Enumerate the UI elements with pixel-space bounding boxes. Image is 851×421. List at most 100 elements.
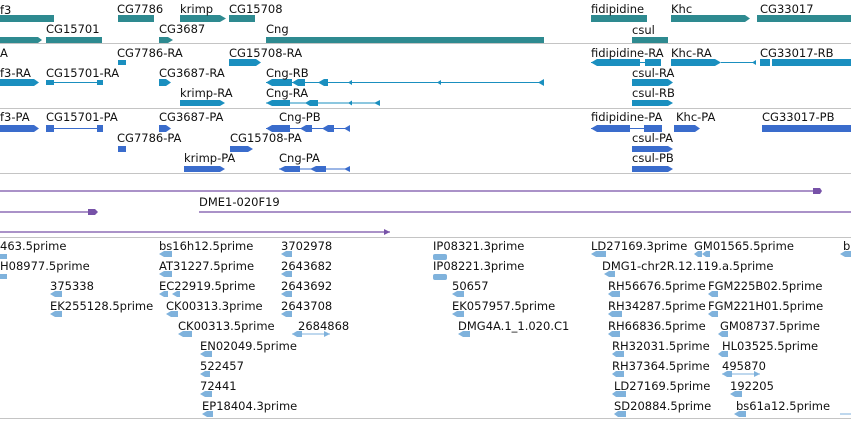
est-feature[interactable] bbox=[734, 411, 746, 417]
est-feature[interactable] bbox=[708, 291, 718, 297]
est-feature[interactable] bbox=[730, 391, 742, 397]
gene-label[interactable]: Khc bbox=[671, 2, 693, 16]
est-label[interactable]: H08977.5prime bbox=[0, 259, 90, 273]
est-feature[interactable] bbox=[718, 331, 728, 337]
mrna-feature[interactable] bbox=[305, 100, 318, 106]
mrna-feature[interactable] bbox=[348, 80, 352, 85]
protein-feature[interactable] bbox=[300, 125, 312, 132]
mrna-feature[interactable] bbox=[632, 79, 673, 86]
protein-label[interactable]: csul-PB bbox=[632, 151, 674, 165]
gene-feature[interactable] bbox=[159, 37, 173, 43]
mrna-feature[interactable] bbox=[591, 59, 640, 66]
est-label[interactable]: IP08321.3prime bbox=[433, 239, 525, 253]
protein-label[interactable]: Cng-PB bbox=[279, 110, 321, 124]
gene-label[interactable]: f3 bbox=[0, 3, 12, 17]
protein-label[interactable]: CG33017-PB bbox=[762, 110, 835, 124]
gene-feature[interactable] bbox=[757, 15, 851, 22]
est-label[interactable]: IP08221.3prime bbox=[433, 259, 525, 273]
gene-label[interactable]: csul bbox=[632, 23, 655, 37]
protein-feature[interactable] bbox=[230, 146, 253, 152]
est-label[interactable]: EC22919.5prime bbox=[159, 279, 256, 293]
est-label[interactable]: 2643692 bbox=[281, 279, 333, 293]
mrna-feature[interactable] bbox=[374, 100, 380, 106]
mrna-feature[interactable] bbox=[0, 79, 39, 86]
mrna-feature[interactable] bbox=[632, 100, 673, 106]
est-feature[interactable] bbox=[202, 411, 213, 417]
gene-label[interactable]: krimp bbox=[180, 2, 214, 16]
protein-feature[interactable] bbox=[632, 146, 673, 152]
clone-feature[interactable] bbox=[88, 209, 98, 215]
gene-label[interactable]: CG3687 bbox=[159, 22, 206, 36]
est-label[interactable]: RH66836.5prime bbox=[608, 319, 706, 333]
gene-feature[interactable] bbox=[180, 15, 226, 22]
est-feature[interactable] bbox=[604, 271, 615, 277]
est-label[interactable]: RH56676.5prime bbox=[608, 279, 706, 293]
est-feature[interactable] bbox=[200, 351, 212, 357]
gene-feature[interactable] bbox=[591, 15, 647, 22]
mrna-feature[interactable] bbox=[760, 59, 770, 66]
protein-label[interactable]: CG3687-PA bbox=[159, 110, 224, 124]
est-label[interactable]: CK00313.3prime bbox=[166, 299, 263, 313]
protein-feature[interactable] bbox=[344, 166, 350, 172]
mrna-label[interactable]: CG15708-RA bbox=[229, 46, 303, 60]
est-label[interactable]: 463.5prime bbox=[0, 239, 67, 253]
est-label[interactable]: CK00313.5prime bbox=[178, 319, 275, 333]
gene-feature[interactable] bbox=[671, 15, 750, 22]
protein-feature[interactable] bbox=[0, 125, 39, 132]
est-feature[interactable] bbox=[200, 371, 210, 377]
mrna-label[interactable]: CG3687-RA bbox=[159, 66, 225, 80]
est-label[interactable]: 2643708 bbox=[281, 299, 333, 313]
mrna-label[interactable]: A bbox=[0, 46, 8, 60]
gene-feature[interactable] bbox=[46, 37, 102, 43]
gene-label[interactable]: Cng bbox=[266, 22, 289, 36]
protein-label[interactable]: CG7786-PA bbox=[117, 131, 182, 145]
est-feature[interactable] bbox=[708, 311, 718, 317]
est-feature[interactable] bbox=[166, 311, 178, 317]
est-feature[interactable] bbox=[200, 391, 212, 397]
protein-feature[interactable] bbox=[266, 125, 290, 132]
mrna-feature[interactable] bbox=[292, 79, 305, 86]
est-feature[interactable] bbox=[612, 291, 620, 297]
protein-feature[interactable] bbox=[46, 125, 54, 132]
mrna-label[interactable]: csul-RA bbox=[632, 66, 675, 80]
gene-label[interactable]: CG15701 bbox=[46, 22, 100, 36]
est-label[interactable]: AT31227.5prime bbox=[159, 259, 255, 273]
est-label[interactable]: FGM221H01.5prime bbox=[708, 299, 824, 313]
est-label[interactable]: FGM225B02.5prime bbox=[708, 279, 823, 293]
protein-feature[interactable] bbox=[762, 125, 851, 132]
est-feature[interactable] bbox=[433, 274, 447, 280]
gene-feature[interactable] bbox=[0, 15, 54, 22]
mrna-label[interactable]: f3-RA bbox=[0, 66, 31, 80]
est-feature[interactable] bbox=[281, 291, 292, 297]
protein-label[interactable]: csul-PA bbox=[632, 131, 674, 145]
est-feature[interactable] bbox=[591, 251, 606, 257]
mrna-feature[interactable] bbox=[97, 80, 103, 85]
est-label[interactable]: 2684868 bbox=[298, 319, 350, 333]
est-feature[interactable] bbox=[159, 251, 172, 257]
est-feature[interactable] bbox=[694, 251, 702, 257]
mrna-label[interactable]: krimp-RA bbox=[180, 86, 233, 100]
mrna-feature[interactable] bbox=[46, 80, 54, 85]
gene-feature[interactable] bbox=[229, 15, 255, 22]
mrna-label[interactable]: Khc-RA bbox=[671, 46, 712, 60]
est-feature[interactable] bbox=[616, 371, 624, 377]
protein-feature[interactable] bbox=[591, 125, 630, 132]
mrna-label[interactable]: Cng-RA bbox=[266, 86, 309, 100]
est-feature[interactable] bbox=[754, 371, 760, 377]
est-label[interactable]: GM01565.5prime bbox=[694, 239, 794, 253]
mrna-feature[interactable] bbox=[671, 59, 721, 66]
est-feature[interactable] bbox=[722, 371, 732, 377]
est-feature[interactable] bbox=[178, 331, 192, 337]
mrna-feature[interactable] bbox=[266, 100, 290, 106]
protein-label[interactable]: krimp-PA bbox=[184, 151, 236, 165]
gene-feature[interactable] bbox=[266, 37, 544, 43]
protein-feature[interactable] bbox=[279, 166, 300, 172]
est-label[interactable]: 495870 bbox=[722, 359, 766, 373]
protein-feature[interactable] bbox=[674, 125, 700, 132]
gene-label[interactable]: fidipidine bbox=[591, 2, 645, 16]
est-feature[interactable] bbox=[292, 331, 302, 337]
est-label[interactable]: RH32031.5prime bbox=[612, 339, 710, 353]
est-feature[interactable] bbox=[172, 291, 180, 297]
mrna-label[interactable]: CG15701-RA bbox=[46, 66, 120, 80]
mrna-feature[interactable] bbox=[266, 79, 292, 86]
